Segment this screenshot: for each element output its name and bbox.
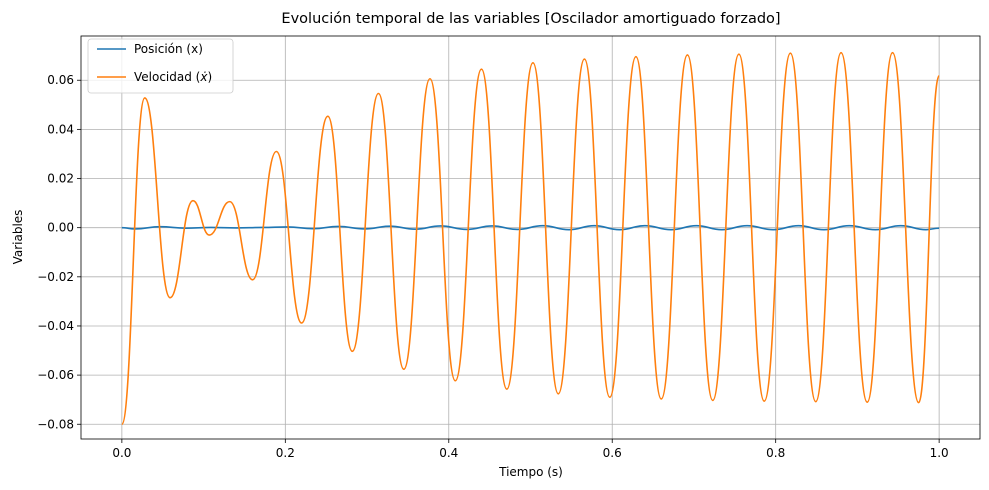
legend-label-velocity-suffix: ) [207,70,212,84]
legend-label-velocity-symbol: ẋ [199,70,208,84]
x-tick-label: 0.0 [112,446,131,460]
legend-label-velocity-prefix: Velocidad ( [134,70,200,84]
x-axis-label: Tiempo (s) [498,465,563,479]
legend-label-position: Posición (x) [134,42,203,56]
x-tick-label: 1.0 [930,446,949,460]
y-tick-label: 0.00 [47,221,74,235]
y-tick-label: −0.06 [37,368,74,382]
y-tick-label: −0.04 [37,319,74,333]
chart-title: Evolución temporal de las variables [Osc… [281,11,780,27]
legend-box [87,38,234,94]
legend: Posición (x) Velocidad (ẋ) [87,38,234,94]
y-axis-label: Variables [11,210,25,265]
series-layer [121,51,940,426]
ticks: 0.0 0.2 0.4 0.6 0.8 1.0 −0.08 −0.06 −0.04 −0.02 0.… [37,73,948,460]
series-line-position [121,224,940,231]
y-tick-label: 0.04 [47,122,74,136]
y-tick-label: 0.06 [47,73,74,87]
x-tick-label: 0.8 [766,446,785,460]
plot-frame [80,35,981,440]
x-tick-label: 0.2 [276,446,295,460]
series-line-velocity [121,51,940,426]
x-tick-label: 0.4 [439,446,458,460]
y-tick-label: 0.02 [47,172,74,186]
y-tick-label: −0.08 [37,417,74,431]
x-tick-label: 0.6 [603,446,622,460]
y-tick-label: −0.02 [37,270,74,284]
legend-label-velocity: Velocidad (ẋ) [134,70,212,84]
